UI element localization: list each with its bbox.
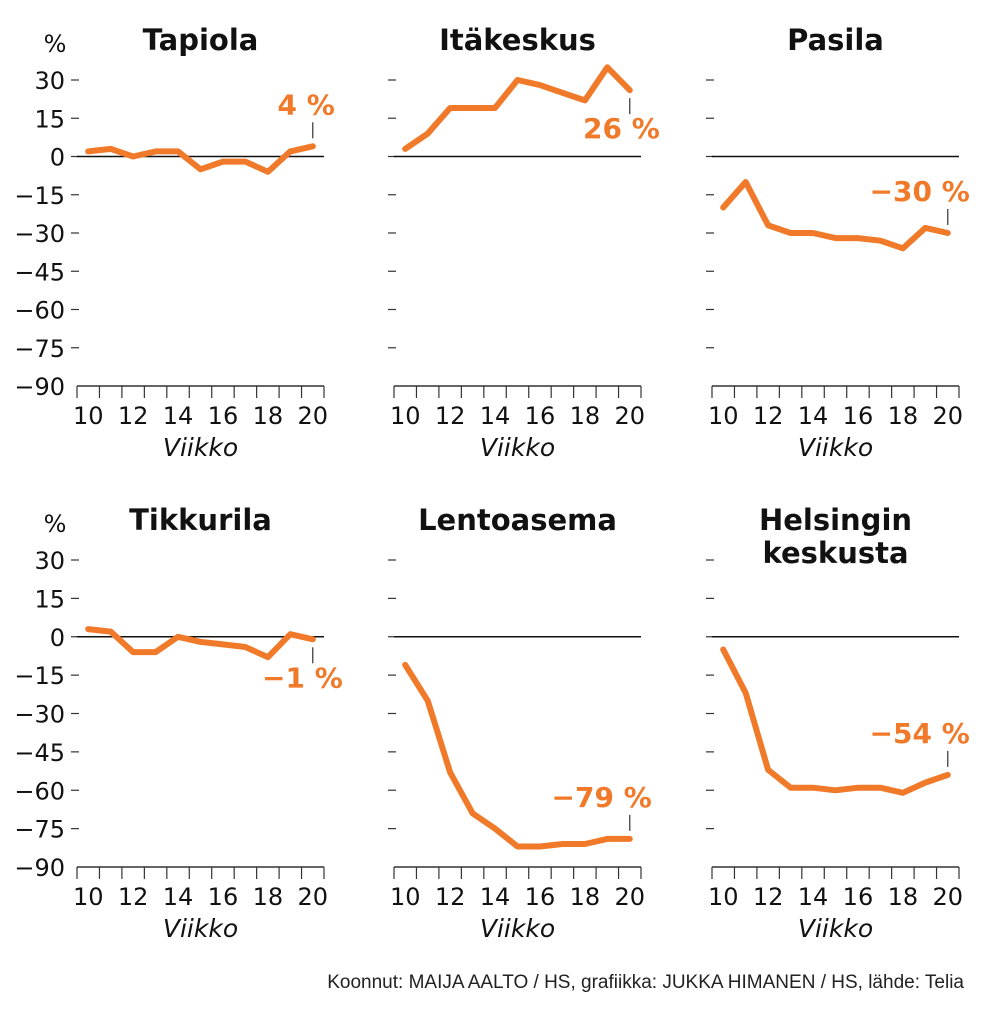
y-tick-label: 0 [50,624,65,652]
y-tick-label: −45 [14,739,65,767]
y-tick-label: −15 [14,662,65,690]
x-axis-title: Viikko [798,433,873,462]
panel-title: Itäkeskus [439,23,596,57]
x-axis-title: Viikko [798,914,873,943]
y-tick-label: −60 [14,297,65,325]
x-tick-label: 14 [163,402,194,430]
x-tick-label: 10 [708,883,739,911]
panel-title: keskusta [762,536,908,570]
y-tick-label: −75 [14,816,65,844]
x-tick-label: 10 [73,402,104,430]
x-tick-label: 12 [118,402,149,430]
x-tick-label: 14 [163,883,194,911]
x-tick-label: 18 [570,883,601,911]
y-tick-label: −30 [14,220,65,248]
y-tick-label: −30 [14,701,65,729]
x-tick-label: 14 [798,883,829,911]
x-tick-label: 12 [435,402,466,430]
x-tick-label: 10 [390,402,421,430]
y-tick-label: 30 [34,67,65,95]
panel-pasila: Pasila 10 12 14 16 18 20 Viikko −30 % [706,23,970,462]
series-line [85,143,316,175]
y-tick-label: −45 [14,258,65,286]
x-tick-label: 10 [73,883,104,911]
y-tick-label: 0 [50,144,65,172]
x-tick-label: 12 [435,883,466,911]
end-value-label: −1 % [262,661,343,694]
x-tick-label: 12 [118,883,149,911]
x-tick-label: 12 [753,883,784,911]
panel-title: Tikkurila [129,503,272,537]
x-tick-label: 18 [888,402,919,430]
x-tick-label: 18 [253,402,284,430]
x-tick-label: 10 [390,883,421,911]
y-tick-label: −90 [14,854,65,882]
x-tick-label: 20 [614,402,645,430]
end-value-label: −54 % [870,717,970,750]
series-line [85,626,316,661]
panel-title: Pasila [787,23,884,57]
end-value-label: −79 % [552,781,652,814]
end-value-label: 26 % [583,112,660,145]
x-tick-label: 20 [932,402,963,430]
x-tick-label: 20 [932,883,963,911]
panel-title: Helsingin [759,503,912,537]
series-line [402,661,633,850]
x-tick-label: 20 [297,883,328,911]
panel-title: Lentoasema [418,503,617,537]
x-tick-label: 18 [253,883,284,911]
y-unit-label: % [44,30,67,58]
x-tick-label: 16 [525,883,556,911]
x-tick-label: 16 [208,883,239,911]
x-axis-title: Viikko [163,433,238,462]
x-tick-label: 16 [843,402,874,430]
x-axis-title: Viikko [480,433,555,462]
x-tick-label: 12 [753,402,784,430]
y-tick-label: 15 [34,105,65,133]
x-tick-label: 20 [614,883,645,911]
y-tick-label: −60 [14,777,65,805]
series-line [720,646,951,796]
x-axis-title: Viikko [163,914,238,943]
y-tick-label: −90 [14,373,65,401]
end-value-label: 4 % [277,88,334,121]
source-credit: Koonnut: MAIJA AALTO / HS, grafiikka: JU… [327,972,964,993]
y-tick-label: −15 [14,182,65,210]
y-tick-label: 30 [34,547,65,575]
y-tick-label: −75 [14,335,65,363]
x-tick-label: 10 [708,402,739,430]
panel-tikkurila: Tikkurila 30 15 0 −15 −30 −45 −60 −75 −90% 10 12 14 1… [14,503,342,943]
y-tick-label: 15 [34,585,65,613]
panel-lentoasema: Lentoasema 10 12 14 16 18 20 Viikko −79 % [388,503,652,943]
x-tick-label: 20 [297,402,328,430]
x-tick-label: 18 [570,402,601,430]
y-unit-label: % [44,510,67,538]
x-tick-label: 16 [843,883,874,911]
end-value-label: −30 % [870,175,970,208]
x-tick-label: 14 [480,883,511,911]
panel-tapiola: Tapiola 30 15 0 −15 −30 −45 −60 −75 −90% 10 12 14 16 1… [14,23,334,462]
panel-itäkeskus: Itäkeskus 10 12 14 16 18 20 Viikko 26 % [388,23,660,462]
x-tick-label: 16 [525,402,556,430]
x-tick-label: 14 [798,402,829,430]
x-tick-label: 16 [208,402,239,430]
panel-title: Tapiola [143,23,259,57]
x-tick-label: 14 [480,402,511,430]
x-tick-label: 18 [888,883,919,911]
x-axis-title: Viikko [480,914,555,943]
